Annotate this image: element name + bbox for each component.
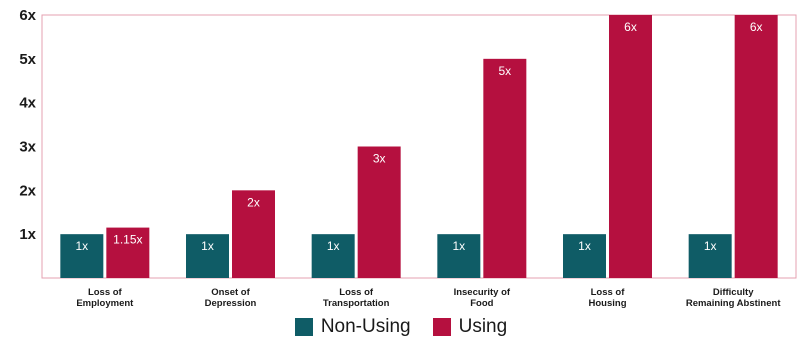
- bar-using: [609, 15, 652, 278]
- x-tick-line: Loss of: [88, 287, 123, 298]
- data-label-using: 6x: [624, 20, 637, 34]
- legend-label-non-using: Non-Using: [320, 316, 411, 337]
- y-tick-label: 4x: [19, 95, 36, 112]
- bar-non-using: [186, 234, 229, 278]
- x-tick-line: Transportation: [323, 298, 390, 309]
- x-tick-line: Loss of: [591, 287, 626, 298]
- bar-non-using: [60, 234, 104, 278]
- x-tick-label: Loss of Transportation: [323, 287, 390, 309]
- legend-swatch-using: [432, 318, 451, 336]
- x-tick-line: Loss of: [339, 287, 374, 298]
- bar-using: [734, 15, 778, 278]
- y-tick-label: 6x: [19, 7, 36, 24]
- data-label-using: 5x: [498, 64, 511, 78]
- x-tick-label: Insecurity of Food: [454, 287, 511, 309]
- bar-using: [232, 190, 275, 278]
- x-tick-label: Loss of Housing: [589, 287, 627, 309]
- legend-item-non-using: Non-Using: [294, 316, 411, 338]
- x-tick-label: Difficulty Remaining Abstinent: [686, 287, 781, 309]
- bar-using: [106, 227, 150, 278]
- bar-using: [483, 58, 527, 279]
- data-label-non-using: 1x: [327, 239, 340, 253]
- x-tick-line: Onset of: [211, 287, 250, 298]
- data-label-using: 1.15x: [113, 233, 142, 247]
- data-label-non-using: 1x: [704, 239, 717, 253]
- bar-non-using: [311, 234, 355, 278]
- x-tick-label: Loss of Employment: [76, 287, 134, 309]
- y-tick-label: 5x: [19, 51, 36, 68]
- y-tick-label: 1x: [19, 226, 36, 243]
- x-tick-line: Depression: [205, 298, 257, 309]
- legend-label-using: Using: [458, 316, 508, 337]
- data-label-non-using: 1x: [578, 239, 591, 253]
- x-tick-label: Onset of Depression: [205, 287, 257, 309]
- legend: Non-Using Using: [0, 316, 802, 338]
- data-label-non-using: 1x: [452, 239, 465, 253]
- legend-swatch-non-using: [294, 318, 313, 336]
- y-tick-label: 3x: [19, 139, 36, 156]
- bar-non-using: [437, 234, 481, 278]
- plot-frame: [41, 14, 797, 279]
- data-label-using: 2x: [247, 195, 260, 209]
- data-label-using: 6x: [750, 20, 763, 34]
- bar-non-using: [563, 234, 606, 278]
- x-tick-line: Employment: [76, 298, 134, 309]
- x-tick-line: Difficulty: [713, 287, 754, 298]
- y-tick-label: 2x: [19, 182, 36, 199]
- bar-using: [357, 146, 401, 278]
- data-label-non-using: 1x: [201, 239, 214, 253]
- legend-item-using: Using: [432, 316, 508, 338]
- x-tick-line: Remaining Abstinent: [686, 298, 781, 309]
- data-label-non-using: 1x: [75, 239, 88, 253]
- bar-non-using: [688, 234, 732, 278]
- data-label-using: 3x: [373, 152, 386, 166]
- x-tick-line: Food: [470, 298, 493, 309]
- x-tick-line: Housing: [589, 298, 627, 309]
- x-tick-line: Insecurity of: [454, 287, 511, 298]
